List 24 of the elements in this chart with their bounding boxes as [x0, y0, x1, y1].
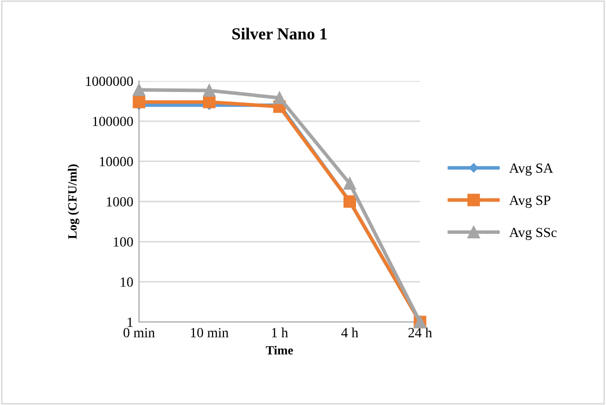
legend-label: Avg SP: [509, 196, 550, 208]
y-tick-label: 1000000: [86, 76, 133, 86]
x-tick-label: 1 h: [272, 328, 288, 338]
x-tick-label: 10 min: [190, 328, 229, 338]
x-tick-label: 0 min: [124, 328, 155, 338]
x-axis-title: Time: [266, 346, 293, 354]
chart-title: Silver Nano 1: [232, 28, 327, 40]
y-tick-label: 10000: [100, 156, 133, 166]
y-tick-label: 100000: [93, 116, 133, 126]
point: [132, 96, 146, 108]
x-tick-label: 24 h: [408, 328, 432, 338]
point: [203, 96, 216, 108]
point: [203, 84, 216, 97]
legend-label: Avg SSc: [509, 228, 557, 240]
y-tick-label: 1: [128, 318, 133, 327]
point: [273, 92, 286, 104]
point: [344, 177, 356, 190]
x-tick-label: 4 h: [341, 328, 358, 338]
legend-label: Avg SA: [509, 164, 554, 176]
point: [132, 84, 146, 96]
y-tick-label: 1000: [106, 197, 133, 206]
y-tick-label: 10: [120, 277, 133, 287]
y-axis-title: Log (CFU/ml): [68, 164, 80, 239]
y-tick-label: 100: [114, 237, 133, 247]
